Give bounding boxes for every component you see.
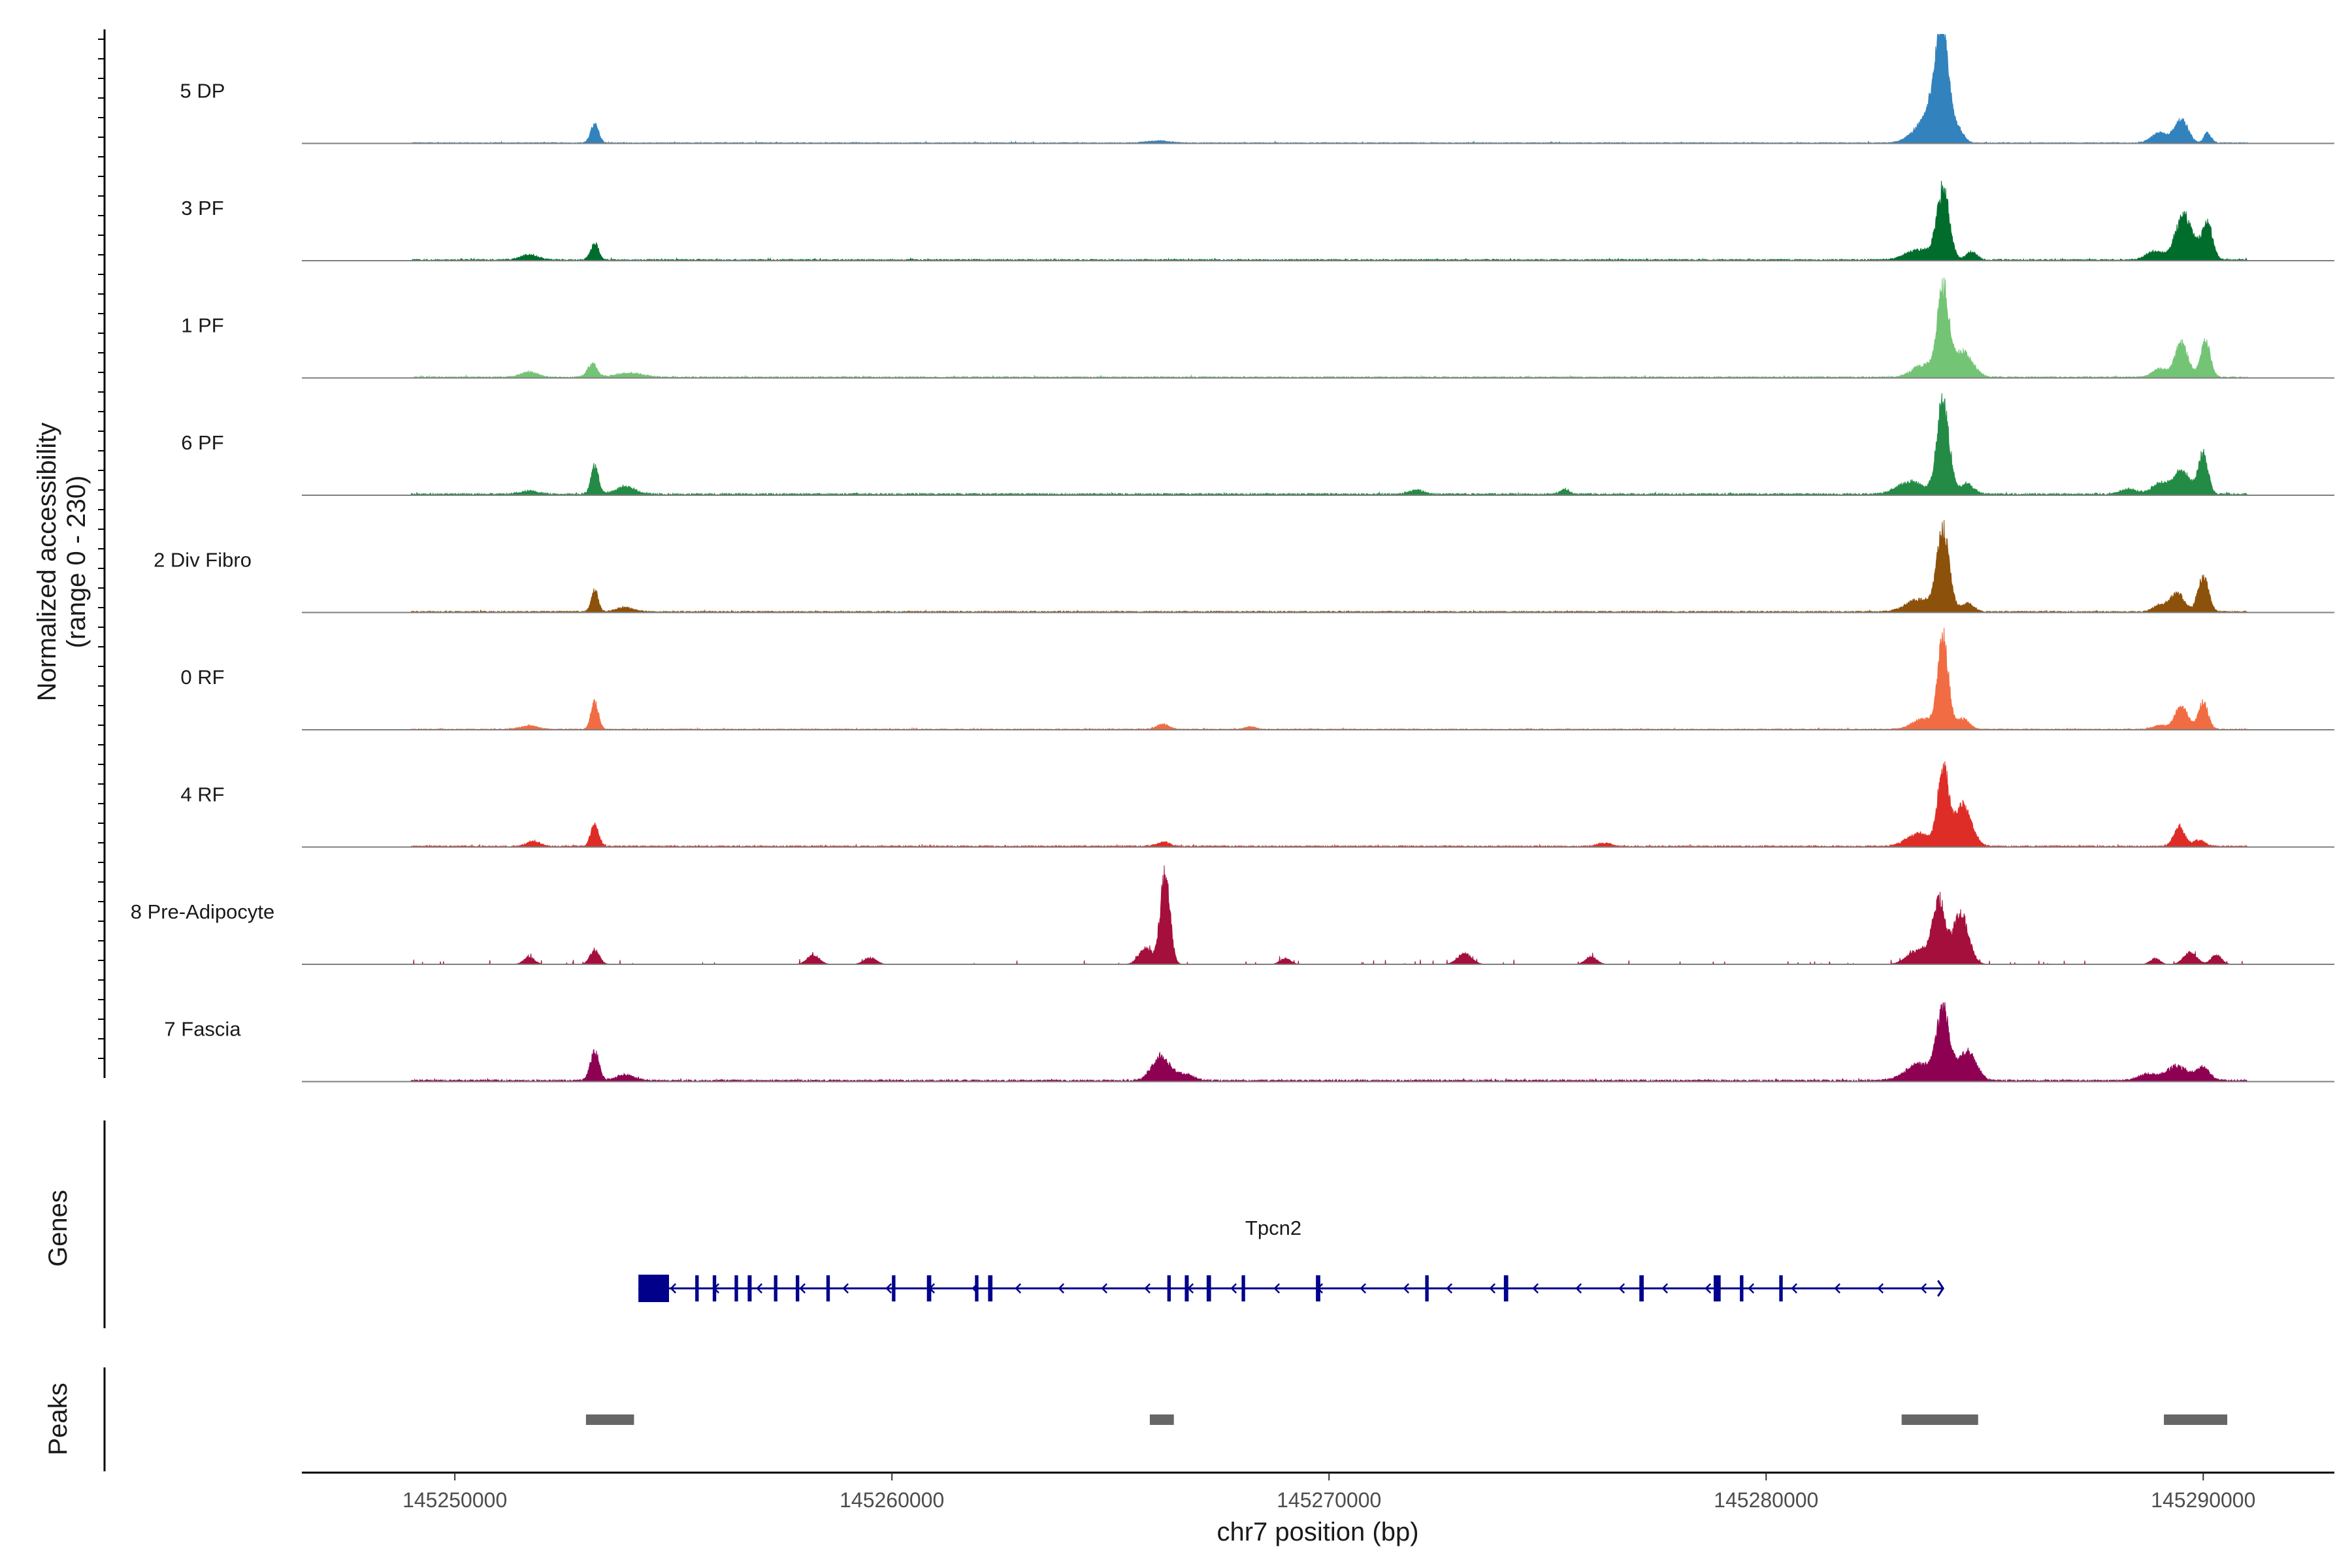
gene-exon xyxy=(1503,1275,1509,1301)
gene-track: Tpcn2 xyxy=(638,1217,1945,1302)
genes-panel-title: Genes xyxy=(44,1190,73,1267)
gene-exon xyxy=(1241,1275,1245,1301)
strand-arrow xyxy=(885,1283,892,1294)
gene-exon xyxy=(1713,1275,1721,1301)
gene-exon xyxy=(1206,1275,1211,1301)
strand-arrow xyxy=(1748,1283,1755,1294)
gene-exon xyxy=(826,1275,830,1301)
track-2-div-fibro: 2 Div Fibro xyxy=(154,519,2334,614)
strand-arrow xyxy=(1920,1283,1927,1294)
coverage-area xyxy=(410,393,2247,497)
track-label: 4 RF xyxy=(180,783,224,806)
gene-name: Tpcn2 xyxy=(1245,1217,1301,1239)
gene-exon xyxy=(1779,1275,1783,1301)
coverage-area xyxy=(410,1002,2247,1083)
peaks-panel-title: Peaks xyxy=(44,1382,73,1455)
strand-arrow xyxy=(1661,1283,1669,1294)
strand-arrow xyxy=(1446,1283,1453,1294)
gene-exon xyxy=(774,1275,777,1301)
strand-arrow xyxy=(1403,1283,1410,1294)
strand-arrow xyxy=(1532,1283,1539,1294)
gene-exon xyxy=(747,1275,752,1301)
x-axis-title: chr7 position (bp) xyxy=(1217,1518,1418,1546)
coverage-area xyxy=(410,627,2247,731)
coverage-area xyxy=(411,865,2247,965)
track-label: 7 Fascia xyxy=(164,1018,241,1041)
track-label: 3 PF xyxy=(181,197,223,220)
strand-arrow xyxy=(670,1283,677,1294)
peak-region xyxy=(1149,1414,1174,1425)
gene-exon xyxy=(796,1275,800,1301)
coverage-area xyxy=(410,277,2247,380)
track-label: 5 DP xyxy=(180,80,225,103)
peak-region xyxy=(1901,1414,1978,1425)
x-tick-label: 145260000 xyxy=(840,1488,944,1512)
strand-arrow xyxy=(1058,1283,1065,1294)
strand-arrow xyxy=(1144,1283,1151,1294)
strand-arrow xyxy=(1101,1283,1108,1294)
peak-regions xyxy=(585,1414,2228,1425)
x-tick-label: 145290000 xyxy=(2151,1488,2255,1512)
x-tick-label: 145250000 xyxy=(402,1488,507,1512)
strand-arrow xyxy=(1360,1283,1367,1294)
track-7-fascia: 7 Fascia xyxy=(164,1002,2334,1083)
strand-arrow xyxy=(1489,1283,1496,1294)
track-0-rf: 0 RF xyxy=(180,627,2334,731)
coverage-area xyxy=(410,34,2247,145)
strand-arrow xyxy=(799,1283,806,1294)
gene-exon xyxy=(1167,1275,1171,1301)
gene-exon xyxy=(975,1275,979,1301)
strand-arrow xyxy=(842,1283,849,1294)
x-tick-label: 145280000 xyxy=(1714,1488,1818,1512)
coverage-area xyxy=(410,519,2247,614)
strand-arrow xyxy=(1877,1283,1884,1294)
peak-region xyxy=(2164,1414,2228,1425)
gene-exon xyxy=(1184,1275,1189,1301)
track-1-pf: 1 PF xyxy=(181,277,2334,380)
track-4-rf: 4 RF xyxy=(180,761,2334,849)
track-label: 1 PF xyxy=(181,314,223,337)
peak-region xyxy=(585,1414,634,1425)
track-6-pf: 6 PF xyxy=(181,393,2334,497)
y-axis-title: Normalized accessibility xyxy=(33,423,61,702)
x-axis-ticks: 145250000 145260000 145270000 145280000 1452… xyxy=(402,1473,2255,1512)
strand-arrow xyxy=(1273,1283,1281,1294)
coverage-area xyxy=(410,761,2247,849)
track-3-pf: 3 PF xyxy=(181,180,2334,262)
strand-arrow xyxy=(1791,1283,1798,1294)
y-axis-ticks xyxy=(98,39,105,1059)
strand-arrow xyxy=(1834,1283,1841,1294)
coverage-tracks: 5 DP 3 PF 1 PF 6 PF 2 Div Fibro 0 RF 4 RF 8 Pre… xyxy=(131,34,2334,1083)
y-axis-range: (range 0 - 230) xyxy=(62,476,91,649)
track-8-pre-adipocyte: 8 Pre-Adipocyte xyxy=(131,865,2334,965)
track-label: 2 Div Fibro xyxy=(154,549,252,572)
gene-exon xyxy=(1425,1275,1429,1301)
strand-arrow xyxy=(1618,1283,1625,1294)
gene-exon xyxy=(1740,1275,1744,1301)
strand-arrow xyxy=(1015,1283,1022,1294)
strand-arrow xyxy=(1230,1283,1237,1294)
strand-arrow xyxy=(1575,1283,1582,1294)
x-tick-label: 145270000 xyxy=(1277,1488,1381,1512)
gene-exon xyxy=(712,1275,717,1301)
strand-arrow xyxy=(1705,1283,1712,1294)
track-label: 0 RF xyxy=(180,666,224,689)
coverage-area xyxy=(410,180,2247,262)
gene-utr-exon xyxy=(638,1275,669,1302)
gene-exon xyxy=(734,1275,738,1301)
gene-exon xyxy=(988,1275,993,1301)
track-label: 6 PF xyxy=(181,431,223,454)
gene-exon xyxy=(1316,1275,1320,1301)
track-label: 8 Pre-Adipocyte xyxy=(131,900,275,923)
strand-arrow xyxy=(756,1283,763,1294)
gene-exon xyxy=(695,1275,699,1301)
track-5-dp: 5 DP xyxy=(180,34,2334,145)
gene-exon xyxy=(1639,1275,1644,1301)
gene-end-marker xyxy=(1936,1280,1945,1297)
gene-exon xyxy=(926,1275,932,1301)
gene-exon xyxy=(892,1275,896,1301)
